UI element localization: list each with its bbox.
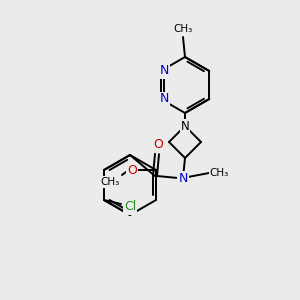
Text: O: O [153,139,163,152]
Text: CH₃: CH₃ [209,168,229,178]
Text: CH₃: CH₃ [100,177,120,187]
Text: N: N [160,64,170,77]
Text: O: O [127,164,137,176]
Text: N: N [160,92,170,106]
Text: Cl: Cl [124,200,136,214]
Text: CH₃: CH₃ [173,24,193,34]
Text: N: N [181,119,189,133]
Text: N: N [178,172,188,184]
